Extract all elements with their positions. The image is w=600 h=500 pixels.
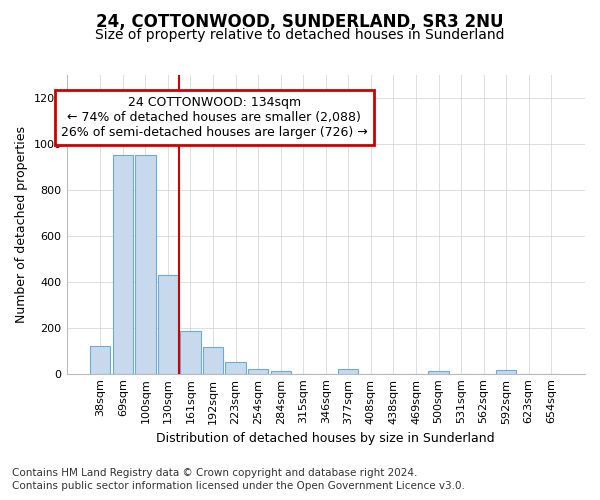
Bar <box>203 348 223 374</box>
Bar <box>113 156 133 374</box>
Bar <box>135 156 155 374</box>
Text: 24, COTTONWOOD, SUNDERLAND, SR3 2NU: 24, COTTONWOOD, SUNDERLAND, SR3 2NU <box>96 12 504 30</box>
Bar <box>338 369 358 374</box>
Text: 24 COTTONWOOD: 134sqm
← 74% of detached houses are smaller (2,088)
26% of semi-d: 24 COTTONWOOD: 134sqm ← 74% of detached … <box>61 96 368 139</box>
Text: Contains public sector information licensed under the Open Government Licence v3: Contains public sector information licen… <box>12 481 465 491</box>
Bar <box>428 372 449 374</box>
Bar <box>496 370 517 374</box>
Bar <box>226 362 246 374</box>
X-axis label: Distribution of detached houses by size in Sunderland: Distribution of detached houses by size … <box>157 432 495 445</box>
Bar <box>271 372 291 374</box>
Text: Contains HM Land Registry data © Crown copyright and database right 2024.: Contains HM Land Registry data © Crown c… <box>12 468 418 477</box>
Bar <box>90 346 110 374</box>
Text: Size of property relative to detached houses in Sunderland: Size of property relative to detached ho… <box>95 28 505 42</box>
Y-axis label: Number of detached properties: Number of detached properties <box>15 126 28 323</box>
Bar <box>181 331 200 374</box>
Bar <box>248 369 268 374</box>
Bar <box>158 275 178 374</box>
